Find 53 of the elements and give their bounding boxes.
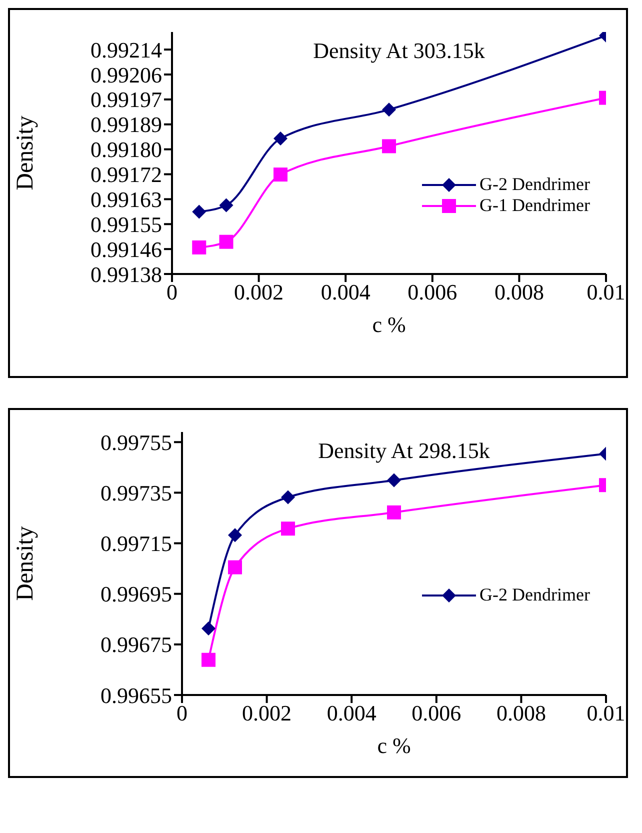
x-tick-label: 0.008: [496, 700, 546, 726]
chart-title: Density At 298.15k: [317, 438, 491, 464]
point: [202, 621, 216, 636]
point: [202, 652, 216, 667]
point: [228, 560, 242, 574]
y-tick-label: 0.99206: [90, 62, 162, 88]
x-tick-label: 0.004: [320, 280, 370, 305]
y-tick-label: 0.99172: [90, 162, 162, 188]
y-axis-title: Density: [12, 116, 39, 190]
x-axis-title: c %: [377, 733, 411, 758]
point: [274, 168, 288, 182]
point: [274, 132, 288, 146]
x-tick-label: 0.01: [586, 700, 626, 726]
x-tick-label: 0.006: [412, 700, 462, 726]
point: [219, 198, 234, 212]
y-tick-label: 0.99214: [90, 37, 162, 62]
point: [382, 102, 396, 117]
y-tick-label: 0.99715: [100, 531, 172, 556]
y-tick-label: 0.99138: [90, 262, 162, 287]
y-tick-label: 0.99655: [100, 682, 172, 708]
x-tick-label: 0: [166, 280, 178, 305]
x-tick-label: 0.002: [234, 280, 284, 305]
y-tick-label: 0.99189: [90, 112, 162, 138]
legend-label: G-2 Dendrimer: [480, 584, 590, 606]
y-tick-label: 0.99695: [100, 582, 172, 607]
y-tick-label: 0.99675: [100, 632, 172, 658]
point: [228, 528, 242, 542]
point: [192, 204, 206, 219]
y-tick-label: 0.99155: [90, 212, 162, 237]
x-tick-label: 0.004: [326, 700, 376, 726]
point: [281, 522, 295, 536]
y-tick-label: 0.99163: [90, 186, 162, 212]
x-tick-label: 0: [176, 700, 188, 726]
x-tick-label: 0.008: [494, 280, 544, 305]
x-tick-label: 0.006: [408, 280, 458, 305]
legend-label: G-2 Dendrimer: [480, 174, 590, 195]
chart-title: Density At 303.15k: [312, 38, 486, 64]
x-axis-title: c %: [372, 312, 406, 337]
y-axis-title: Density: [12, 526, 39, 601]
y-tick-label: 0.99755: [100, 430, 172, 455]
y-tick-label: 0.99146: [90, 236, 162, 262]
point: [219, 234, 234, 249]
y-tick-label: 0.99197: [90, 87, 162, 112]
point: [281, 490, 295, 504]
y-tick-label: 0.99180: [90, 137, 162, 162]
point: [387, 505, 401, 520]
x-tick-label: 0.002: [242, 700, 292, 726]
y-tick-label: 0.99735: [100, 480, 172, 506]
point: [387, 473, 401, 488]
x-tick-label: 0.01: [586, 280, 626, 305]
point: [382, 139, 396, 154]
legend-label: G-1 Dendrimer: [480, 195, 590, 216]
point: [192, 240, 206, 254]
